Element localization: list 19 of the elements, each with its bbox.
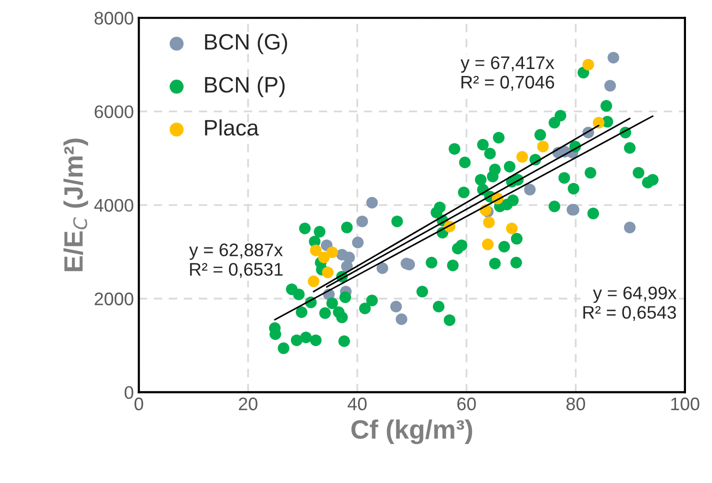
y-axis-title: E/E$_{C}$ (J/m²) <box>63 138 88 272</box>
y-tick-label: 0 <box>124 386 134 399</box>
y-tick-label: 8000 <box>94 12 134 25</box>
x-tick-label: 20 <box>238 398 258 410</box>
x-tick-label: 60 <box>457 398 476 410</box>
annotation: y = 62,887x R² = 0,6531 <box>189 244 283 278</box>
annotation: y = 67,417x R² = 0,7046 <box>460 56 554 91</box>
legend-label: Placa <box>205 119 259 136</box>
legend-label: BCN (G) <box>205 33 288 54</box>
x-tick-label: 0 <box>134 398 144 410</box>
y-tick-label: 2000 <box>94 292 134 306</box>
x-tick-label: 100 <box>671 398 700 410</box>
y-tick-label: 6000 <box>94 105 134 118</box>
x-axis-title: Cf (kg/m³) <box>351 419 472 444</box>
x-tick-label: 40 <box>348 398 367 410</box>
x-tick-label: 80 <box>566 398 586 410</box>
annotation: y = 64,99x R² = 0,6543 <box>583 286 677 321</box>
y-tick-label: 4000 <box>94 198 134 212</box>
legend-label: BCN (P) <box>205 76 285 98</box>
